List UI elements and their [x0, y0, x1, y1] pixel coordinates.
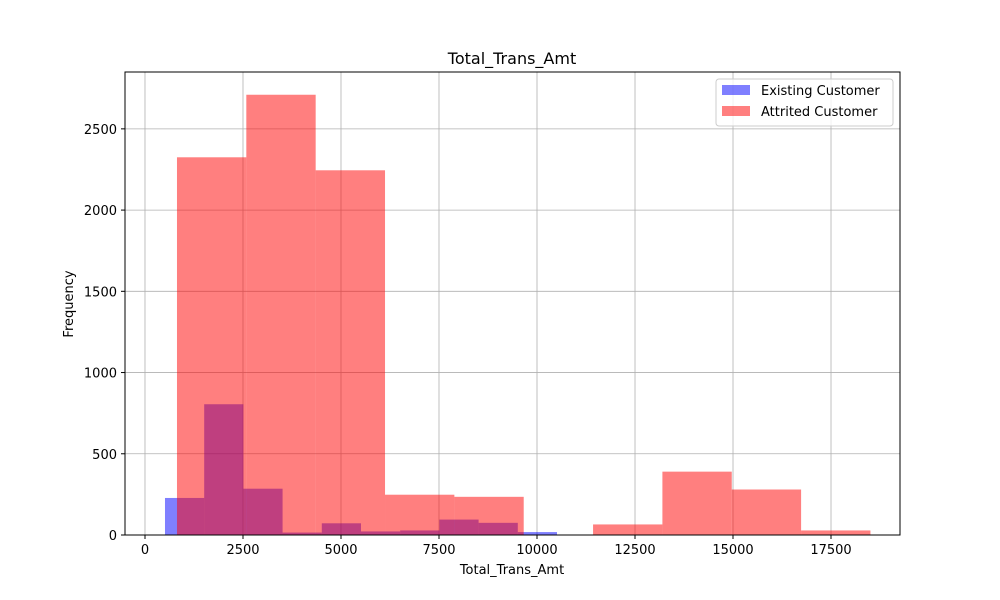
bar-existing-customer	[517, 532, 557, 535]
y-tick-label: 500	[92, 448, 117, 463]
bar-attrited-customer	[731, 489, 802, 535]
y-tick-label: 2000	[84, 204, 117, 219]
axis-ticks: 0 2500 5000 7500 10000 12500 15000 17500 0 500 100…	[84, 123, 852, 558]
legend-label-existing-customer: Existing Customer	[761, 84, 880, 99]
chart-title: Total_Trans_Amt	[447, 49, 576, 69]
y-tick-label: 1500	[84, 285, 117, 300]
legend-swatch-attrited-customer	[722, 106, 750, 116]
bar-attrited-customer	[454, 496, 524, 535]
bar-attrited-customer	[801, 530, 871, 535]
x-axis-label: Total_Trans_Amt	[459, 563, 564, 578]
y-axis-label: Frequency	[62, 270, 77, 337]
bar-attrited-customer	[246, 94, 316, 535]
x-tick-label: 5000	[324, 543, 357, 558]
x-tick-label: 0	[141, 543, 149, 558]
histogram-bars	[164, 94, 871, 536]
plot-frame	[124, 71, 901, 536]
x-tick-label: 17500	[810, 543, 851, 558]
x-tick-label: 10000	[516, 543, 557, 558]
bar-attrited-customer	[662, 471, 732, 535]
bar-attrited-customer	[385, 494, 455, 535]
y-tick-label: 0	[109, 529, 117, 544]
x-tick-label: 15000	[712, 543, 753, 558]
legend-box	[715, 78, 894, 127]
x-tick-label: 7500	[422, 543, 455, 558]
bar-attrited-customer	[176, 157, 247, 535]
x-tick-label: 12500	[614, 543, 655, 558]
x-tick-label: 2500	[226, 543, 259, 558]
legend-label-attrited-customer: Attrited Customer	[761, 105, 878, 120]
y-tick-label: 1000	[84, 367, 117, 382]
y-tick-label: 2500	[84, 123, 117, 138]
bar-attrited-customer	[593, 524, 663, 535]
legend: Existing Customer Attrited Customer	[715, 78, 894, 127]
bar-attrited-customer	[315, 170, 386, 536]
legend-swatch-existing-customer	[722, 85, 750, 95]
